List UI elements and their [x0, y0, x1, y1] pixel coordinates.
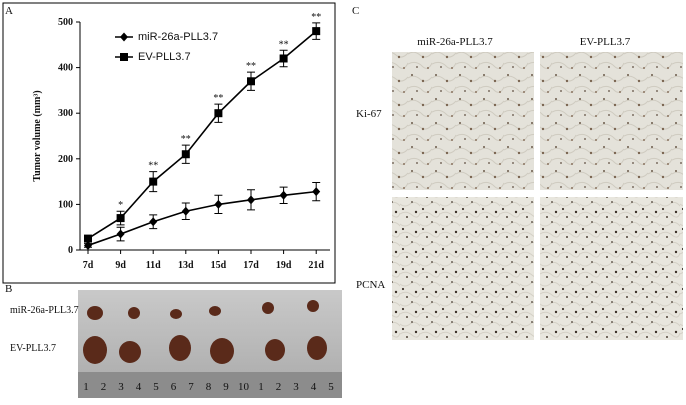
panel-frame [2, 2, 336, 284]
row-label: EV-PLL3.7 [10, 343, 56, 354]
significance-label: ** [213, 93, 223, 104]
data-point [181, 150, 190, 159]
column-label: EV-PLL3.7 [580, 36, 631, 48]
ruler-label: 4 [136, 381, 142, 393]
ruler-label: 8 [206, 381, 212, 393]
histology-image [540, 197, 683, 340]
row-label: PCNA [356, 279, 385, 291]
y-tick-label: 200 [58, 154, 73, 165]
ruler [78, 372, 342, 398]
data-point [84, 234, 92, 243]
ruler-label: 5 [153, 381, 159, 393]
panel-label: A [5, 5, 13, 17]
x-tick-label: 9d [115, 260, 126, 271]
significance-label: * [118, 200, 123, 211]
ruler-label: 3 [118, 381, 124, 393]
legend-label: miR-26a-PLL3.7 [138, 31, 218, 43]
x-tick-label: 11d [146, 260, 161, 271]
row-label: Ki-67 [356, 108, 382, 120]
histology-image [392, 52, 534, 190]
y-tick-label: 0 [68, 245, 73, 256]
y-axis-label: Tumor volume (mm³) [32, 90, 43, 181]
data-point [247, 195, 255, 205]
ruler-label: 5 [328, 381, 334, 393]
data-point [312, 187, 321, 197]
data-point [214, 199, 223, 209]
tumors [83, 300, 327, 364]
y-tick-label: 100 [58, 199, 73, 210]
data-point [149, 177, 158, 186]
data-point [84, 240, 92, 250]
x-tick-label: 17d [243, 260, 259, 271]
row-label: miR-26a-PLL3.7 [10, 305, 79, 316]
legend-marker [120, 53, 128, 61]
ruler-label: 3 [293, 381, 299, 393]
significance-label: ** [279, 39, 289, 50]
histology-image [540, 52, 683, 190]
significance-label: ** [246, 61, 256, 72]
ruler-label: 10 [238, 381, 250, 393]
histology-image [392, 197, 534, 340]
data-point [181, 206, 190, 216]
y-tick-label: 300 [58, 108, 73, 119]
significance-label: ** [311, 12, 321, 23]
series-line [87, 30, 317, 240]
panel-label: C [352, 5, 359, 17]
y-tick-label: 400 [58, 63, 73, 74]
significance-label: ** [181, 134, 191, 145]
ruler-label: 2 [276, 381, 282, 393]
ruler-label: 2 [101, 381, 107, 393]
data-point [149, 217, 158, 227]
ruler-label: 6 [171, 381, 177, 393]
x-tick-label: 15d [211, 260, 227, 271]
ruler-label: 7 [188, 381, 194, 393]
y-tick-label: 500 [58, 17, 73, 28]
data-point [116, 214, 125, 223]
data-point [116, 229, 125, 239]
column-label: miR-26a-PLL3.7 [417, 36, 493, 48]
data-point [279, 54, 288, 63]
data-point [214, 109, 223, 118]
x-tick-label: 19d [276, 260, 292, 271]
panel-label: B [5, 283, 12, 295]
series-line [87, 190, 317, 247]
x-tick-label: 13d [178, 260, 194, 271]
ruler-label: 1 [83, 381, 89, 393]
ruler-label: 9 [223, 381, 229, 393]
data-point [312, 27, 321, 36]
ruler-label: 4 [311, 381, 317, 393]
data-point [247, 77, 255, 86]
ruler-label: 1 [258, 381, 264, 393]
x-tick-label: 7d [83, 260, 94, 271]
data-point [279, 190, 288, 200]
legend-label: EV-PLL3.7 [138, 51, 191, 63]
legend-marker [120, 32, 128, 42]
x-tick-label: 21d [308, 260, 324, 271]
significance-label: ** [148, 161, 158, 172]
